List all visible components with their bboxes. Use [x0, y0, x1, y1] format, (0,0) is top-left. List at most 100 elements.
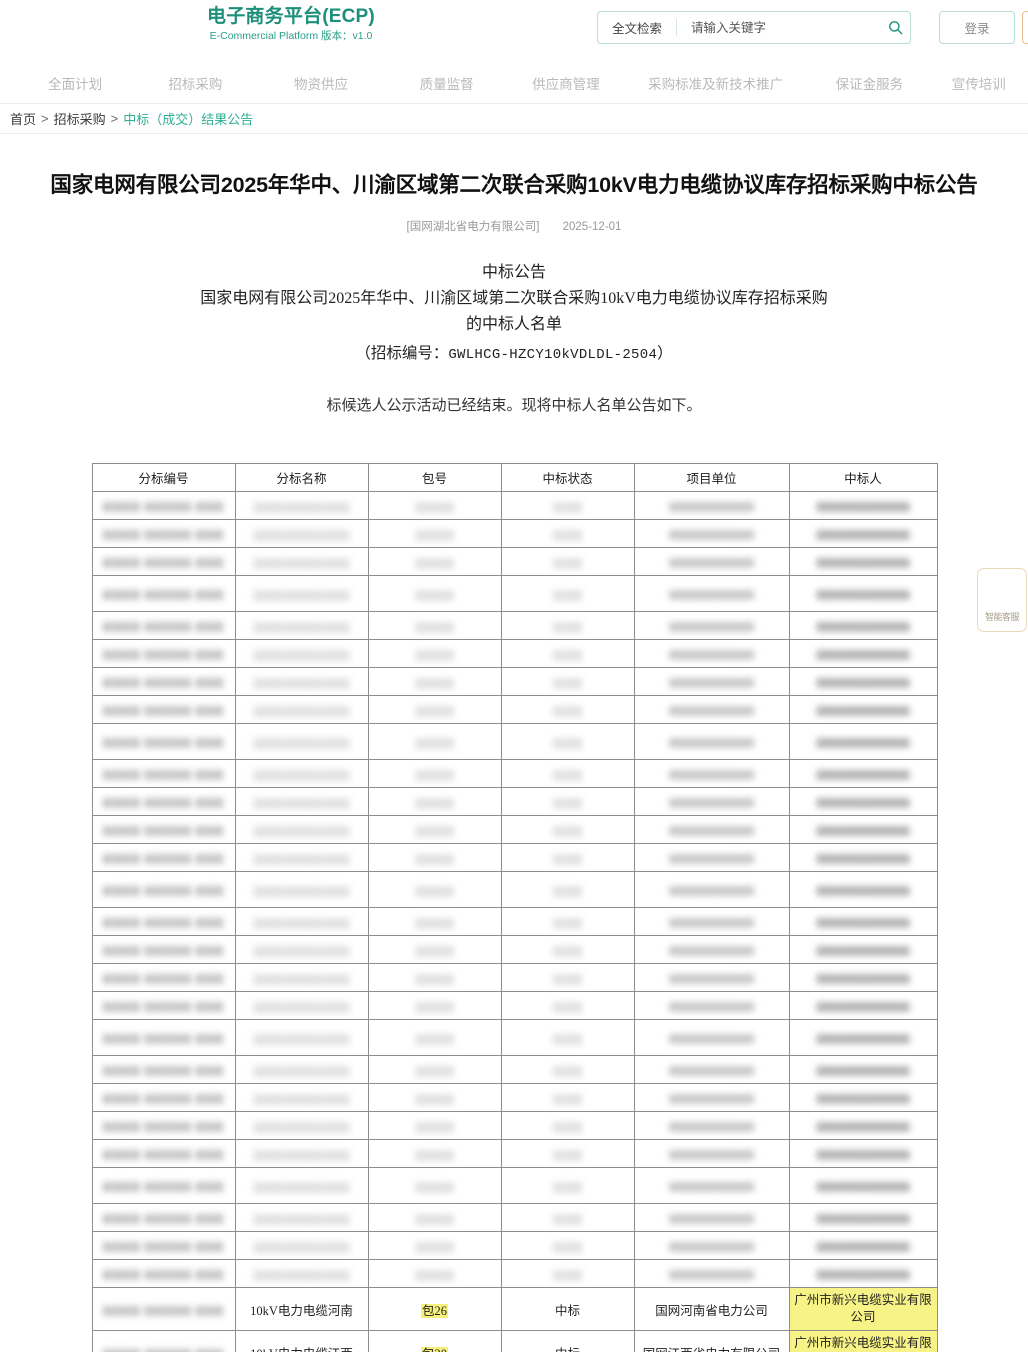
table-cell-redacted: ▆▆▆▆▆▆▆▆▆▆ [234, 787, 369, 816]
breadcrumb-separator: > [110, 111, 119, 126]
table-cell-redacted: ▆▆▆ [500, 991, 635, 1020]
table-cell-code: ▆▆▆▆ ▆▆▆▆▆ ▆▆▆ [91, 1330, 236, 1352]
table-cell-redacted: ▆▆▆▆▆▆▆▆▆▆ [633, 1139, 790, 1168]
table-cell-redacted: ▆▆▆▆▆▆▆▆▆▆▆ [788, 1111, 938, 1140]
table-cell-redacted: ▆▆▆▆▆▆▆▆▆▆ [633, 907, 790, 936]
search-type-selector[interactable]: 全文检索 [612, 22, 663, 36]
table-cell-redacted: ▆▆▆▆ [367, 1139, 502, 1168]
table-cell-redacted: ▆▆▆▆▆▆▆▆▆▆ [633, 1111, 790, 1140]
breadcrumb-item-tender[interactable]: 招标采购 [53, 112, 106, 127]
customer-service-label: 智能客服 [984, 612, 1020, 622]
site-logo[interactable]: 电子商务平台(ECP) E-Commercial Platform 版本：v1.… [186, 6, 396, 44]
table-cell-redacted: ▆▆▆▆ [367, 1259, 502, 1288]
table-cell-redacted: ▆▆▆▆ ▆▆▆▆▆ ▆▆▆ [91, 547, 236, 576]
col-header-unit: 项目单位 [633, 463, 790, 492]
table-row-redacted: ▆▆▆▆ ▆▆▆▆▆ ▆▆▆ ▆▆▆▆▆▆▆▆▆▆ ▆▆▆▆ ▆▆▆ ▆▆▆▆▆▆▆▆▆… [91, 575, 938, 612]
nav-item-caigoubiaozhun[interactable]: 采购标准及新技术推广 [648, 76, 784, 92]
search-icon[interactable] [880, 20, 910, 35]
table-cell-redacted: ▆▆▆▆ [367, 1083, 502, 1112]
table-row-redacted: ▆▆▆▆ ▆▆▆▆▆ ▆▆▆ ▆▆▆▆▆▆▆▆▆▆ ▆▆▆▆ ▆▆▆ ▆▆▆▆▆▆▆▆▆… [91, 667, 938, 696]
table-cell-redacted: ▆▆▆▆▆▆▆▆▆▆ [633, 1019, 790, 1056]
table-cell-winner: 广州市新兴电缆实业有限公司 [788, 1287, 938, 1331]
search-divider [676, 19, 678, 36]
breadcrumb-separator: > [41, 111, 49, 126]
table-cell-redacted: ▆▆▆▆ ▆▆▆▆▆ ▆▆▆ [91, 963, 236, 992]
table-row-redacted: ▆▆▆▆ ▆▆▆▆▆ ▆▆▆ ▆▆▆▆▆▆▆▆▆▆ ▆▆▆▆ ▆▆▆ ▆▆▆▆▆▆▆▆▆… [91, 611, 938, 640]
table-cell-redacted: ▆▆▆▆ ▆▆▆▆▆ ▆▆▆ [91, 1231, 236, 1260]
table-row-redacted: ▆▆▆▆ ▆▆▆▆▆ ▆▆▆ ▆▆▆▆▆▆▆▆▆▆ ▆▆▆▆ ▆▆▆ ▆▆▆▆▆▆▆▆▆… [91, 1167, 938, 1204]
table-cell-redacted: ▆▆▆ [500, 1055, 635, 1084]
table-cell-redacted: ▆▆▆ [500, 1231, 635, 1260]
table-cell-redacted: ▆▆▆▆▆▆▆▆▆▆ [234, 907, 369, 936]
table-cell-redacted: ▆▆▆ [500, 519, 635, 548]
breadcrumb-item-home[interactable]: 首页 [10, 112, 37, 127]
table-cell-package: 包26 [367, 1287, 502, 1331]
table-cell-redacted: ▆▆▆▆ ▆▆▆▆▆ ▆▆▆ [91, 639, 236, 668]
table-cell-redacted: ▆▆▆▆ [367, 575, 502, 612]
table-cell-redacted: ▆▆▆▆▆▆▆▆▆▆ [234, 667, 369, 696]
table-row-redacted: ▆▆▆▆ ▆▆▆▆▆ ▆▆▆ ▆▆▆▆▆▆▆▆▆▆ ▆▆▆▆ ▆▆▆ ▆▆▆▆▆▆▆▆▆… [91, 519, 938, 548]
tender-number-line: （招标编号：GWLHCG-HZCY10kVDLDL-2504） [10, 340, 1018, 369]
table-cell-redacted: ▆▆▆▆▆▆▆▆▆▆ [633, 575, 790, 612]
nav-item-zhiliangjiandu[interactable]: 质量监督 [419, 76, 474, 92]
table-row-redacted: ▆▆▆▆ ▆▆▆▆▆ ▆▆▆ ▆▆▆▆▆▆▆▆▆▆ ▆▆▆▆ ▆▆▆ ▆▆▆▆▆▆▆▆▆… [91, 963, 938, 992]
table-row-redacted: ▆▆▆▆ ▆▆▆▆▆ ▆▆▆ ▆▆▆▆▆▆▆▆▆▆ ▆▆▆▆ ▆▆▆ ▆▆▆▆▆▆▆▆▆… [91, 695, 938, 724]
table-cell-redacted: ▆▆▆ [500, 491, 635, 520]
table-cell-redacted: ▆▆▆▆▆▆▆▆▆▆▆ [788, 935, 938, 964]
table-cell-redacted: ▆▆▆▆▆▆▆▆▆▆ [633, 1203, 790, 1232]
tender-no-prefix: （招标编号： [355, 345, 449, 362]
table-row-redacted: ▆▆▆▆ ▆▆▆▆▆ ▆▆▆ ▆▆▆▆▆▆▆▆▆▆ ▆▆▆▆ ▆▆▆ ▆▆▆▆▆▆▆▆▆… [91, 935, 938, 964]
tender-no-suffix: ） [657, 345, 673, 362]
table-cell-redacted: ▆▆▆▆▆▆▆▆▆▆ [234, 575, 369, 612]
table-cell-redacted: ▆▆▆▆▆▆▆▆▆▆ [234, 1139, 369, 1168]
table-cell-redacted: ▆▆▆▆▆▆▆▆▆▆ [234, 611, 369, 640]
table-cell-redacted: ▆▆▆▆ [367, 935, 502, 964]
nav-item-wuzigongying[interactable]: 物资供应 [293, 76, 348, 92]
nav-item-zhaobiaocaigou[interactable]: 招标采购 [168, 76, 223, 92]
table-row-redacted: ▆▆▆▆ ▆▆▆▆▆ ▆▆▆ ▆▆▆▆▆▆▆▆▆▆ ▆▆▆▆ ▆▆▆ ▆▆▆▆▆▆▆▆▆… [91, 1139, 938, 1168]
table-cell-redacted: ▆▆▆▆▆▆▆▆▆▆ [633, 519, 790, 548]
table-cell-redacted: ▆▆▆▆▆▆▆▆▆▆ [633, 1083, 790, 1112]
table-cell-redacted: ▆▆▆▆▆▆▆▆▆▆▆ [788, 723, 938, 760]
table-cell-unit: 国网河南省电力公司 [633, 1287, 790, 1331]
customer-service-widget[interactable]: 智能客服 [977, 568, 1027, 632]
nav-item-gongyingshangguanli[interactable]: 供应商管理 [532, 76, 600, 92]
table-cell-redacted: ▆▆▆▆▆▆▆▆▆▆ [633, 1167, 790, 1204]
table-cell-redacted: ▆▆▆▆ ▆▆▆▆▆ ▆▆▆ [91, 1259, 236, 1288]
announcement-article: 国家电网有限公司2025年华中、川渝区域第二次联合采购10kV电力电缆协议库存招… [0, 170, 1028, 1352]
table-cell-redacted: ▆▆▆ [500, 611, 635, 640]
table-cell-redacted: ▆▆▆ [500, 871, 635, 908]
article-meta: [国网湖北省电力有限公司] 2025-12-01 [10, 218, 1018, 234]
table-row-redacted: ▆▆▆▆ ▆▆▆▆▆ ▆▆▆ ▆▆▆▆▆▆▆▆▆▆ ▆▆▆▆ ▆▆▆ ▆▆▆▆▆▆▆▆▆… [91, 843, 938, 872]
table-body: ▆▆▆▆ ▆▆▆▆▆ ▆▆▆ ▆▆▆▆▆▆▆▆▆▆ ▆▆▆▆ ▆▆▆ ▆▆▆▆▆▆▆▆▆… [91, 491, 938, 1352]
table-cell-redacted: ▆▆▆▆▆▆▆▆▆▆▆ [788, 843, 938, 872]
breadcrumb-item-current[interactable]: 中标（成交）结果公告 [123, 112, 254, 127]
register-button[interactable]: 注册 [1022, 11, 1028, 44]
table-cell-redacted: ▆▆▆▆ [367, 491, 502, 520]
search-box[interactable]: 全文检索 [597, 11, 911, 44]
table-cell-winner: 广州市新兴电缆实业有限公司 [788, 1330, 938, 1352]
table-cell-redacted: ▆▆▆ [500, 963, 635, 992]
article-date: 2025-12-01 [562, 221, 622, 233]
table-cell-redacted: ▆▆▆▆ [367, 723, 502, 760]
login-button[interactable]: 登录 [939, 11, 1015, 44]
table-row-redacted: ▆▆▆▆ ▆▆▆▆▆ ▆▆▆ ▆▆▆▆▆▆▆▆▆▆ ▆▆▆▆ ▆▆▆ ▆▆▆▆▆▆▆▆▆… [91, 723, 938, 760]
table-cell-redacted: ▆▆▆▆ ▆▆▆▆▆ ▆▆▆ [91, 667, 236, 696]
table-cell-redacted: ▆▆▆ [500, 547, 635, 576]
search-input[interactable] [677, 20, 880, 35]
table-cell-redacted: ▆▆▆▆ ▆▆▆▆▆ ▆▆▆ [91, 1083, 236, 1112]
table-cell-redacted: ▆▆▆▆ [367, 667, 502, 696]
table-cell-status: 中标 [500, 1330, 635, 1352]
table-cell-redacted: ▆▆▆▆ ▆▆▆▆▆ ▆▆▆ [91, 991, 236, 1020]
table-cell-redacted: ▆▆▆▆▆▆▆▆▆▆▆ [788, 1055, 938, 1084]
nav-item-xuanchuanpeixun[interactable]: 宣传培训 [951, 76, 1006, 92]
nav-item-baozhengjinfuwu[interactable]: 保证金服务 [835, 76, 904, 92]
table-cell-redacted: ▆▆▆ [500, 759, 635, 788]
table-cell-redacted: ▆▆▆▆▆▆▆▆▆▆▆ [788, 1259, 938, 1288]
table-cell-redacted: ▆▆▆▆ [367, 787, 502, 816]
table-cell-redacted: ▆▆▆▆▆▆▆▆▆▆▆ [788, 575, 938, 612]
table-cell-redacted: ▆▆▆▆ ▆▆▆▆▆ ▆▆▆ [91, 1019, 236, 1056]
table-cell-redacted: ▆▆▆▆▆▆▆▆▆▆ [234, 935, 369, 964]
nav-item-quanmianjihua[interactable]: 全面计划 [48, 76, 103, 92]
table-cell-redacted: ▆▆▆▆▆▆▆▆▆▆ [633, 963, 790, 992]
